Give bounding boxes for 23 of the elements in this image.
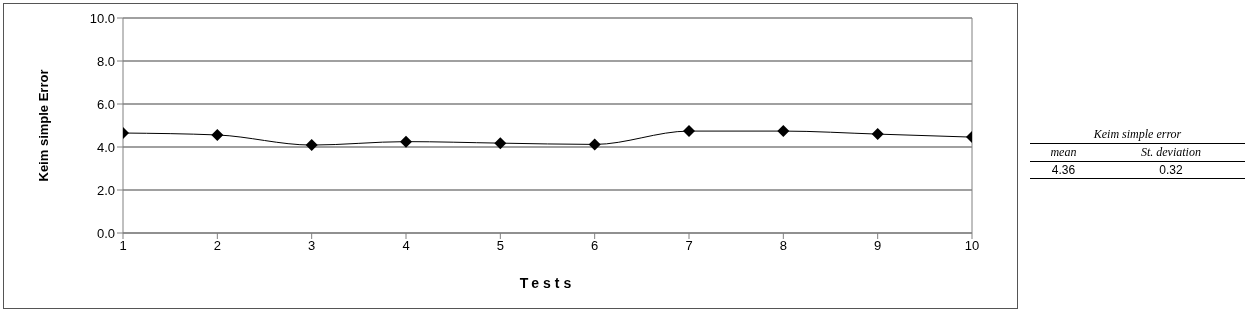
x-tick-label: 3 bbox=[308, 238, 316, 254]
y-axis-title: Keim simple Error bbox=[35, 69, 51, 182]
text: Keim simple error bbox=[1030, 126, 1245, 144]
x-axis-title: Tests bbox=[519, 275, 576, 291]
x-tick-label: 9 bbox=[874, 238, 882, 254]
y-tick-label: 8.0 bbox=[96, 53, 115, 69]
x-tick-label: 10 bbox=[964, 238, 980, 254]
x-tick-label: 4 bbox=[402, 238, 410, 254]
text: 0.32 bbox=[1096, 161, 1245, 179]
x-tick-label: 5 bbox=[496, 238, 504, 254]
y-tick-label: 2.0 bbox=[96, 182, 115, 198]
text: 4.36 bbox=[1030, 161, 1097, 179]
x-tick-label: 7 bbox=[685, 238, 693, 254]
text: mean bbox=[1030, 143, 1097, 162]
y-tick-label: 4.0 bbox=[96, 139, 115, 155]
y-tick-label: 6.0 bbox=[96, 96, 115, 112]
text: St. deviation bbox=[1096, 143, 1245, 162]
x-tick-label: 8 bbox=[779, 238, 787, 254]
y-tick-label: 0.0 bbox=[96, 225, 115, 241]
x-tick-label: 1 bbox=[119, 238, 127, 254]
x-tick-label: 2 bbox=[213, 238, 221, 254]
y-tick-label: 10.0 bbox=[89, 10, 115, 26]
x-tick-label: 6 bbox=[591, 238, 599, 254]
